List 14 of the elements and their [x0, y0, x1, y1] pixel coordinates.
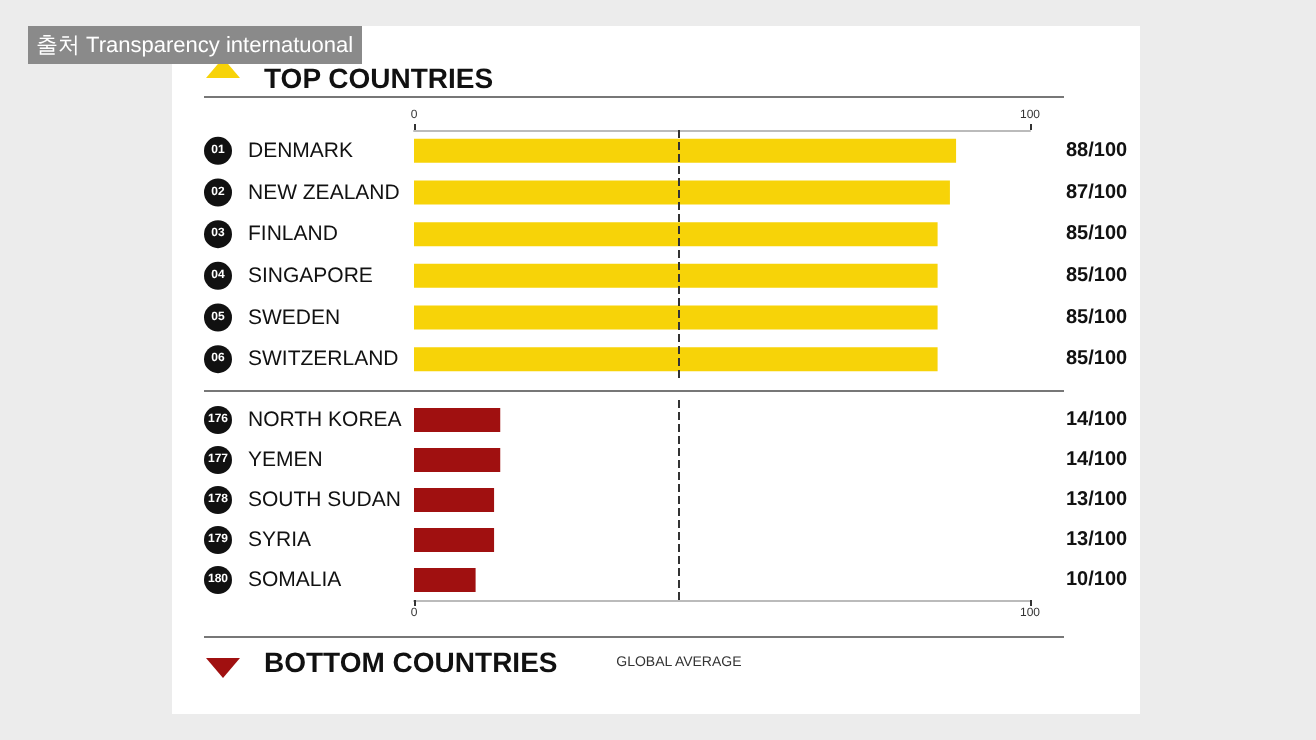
data-label: 85/100 [1066, 306, 1129, 329]
data-label: 14/100 [1066, 449, 1129, 471]
data-label: 13/100 [1066, 529, 1129, 551]
text: BOTTOM COUNTRIES [264, 646, 558, 678]
data-label: 14/100 [1066, 409, 1129, 431]
source-note: 출처 Transparency internatuonal [28, 26, 362, 64]
data-label: 13/100 [1066, 489, 1129, 511]
data-label: 85/100 [1066, 223, 1129, 246]
data-label: 10/100 [1066, 569, 1129, 591]
data-label: 87/100 [1066, 181, 1129, 204]
data-label: 88/100 [1066, 139, 1129, 162]
chart-title: TOP COUNTRIES [264, 62, 494, 94]
data-label: 85/100 [1066, 348, 1129, 371]
data-label: 85/100 [1066, 264, 1129, 287]
